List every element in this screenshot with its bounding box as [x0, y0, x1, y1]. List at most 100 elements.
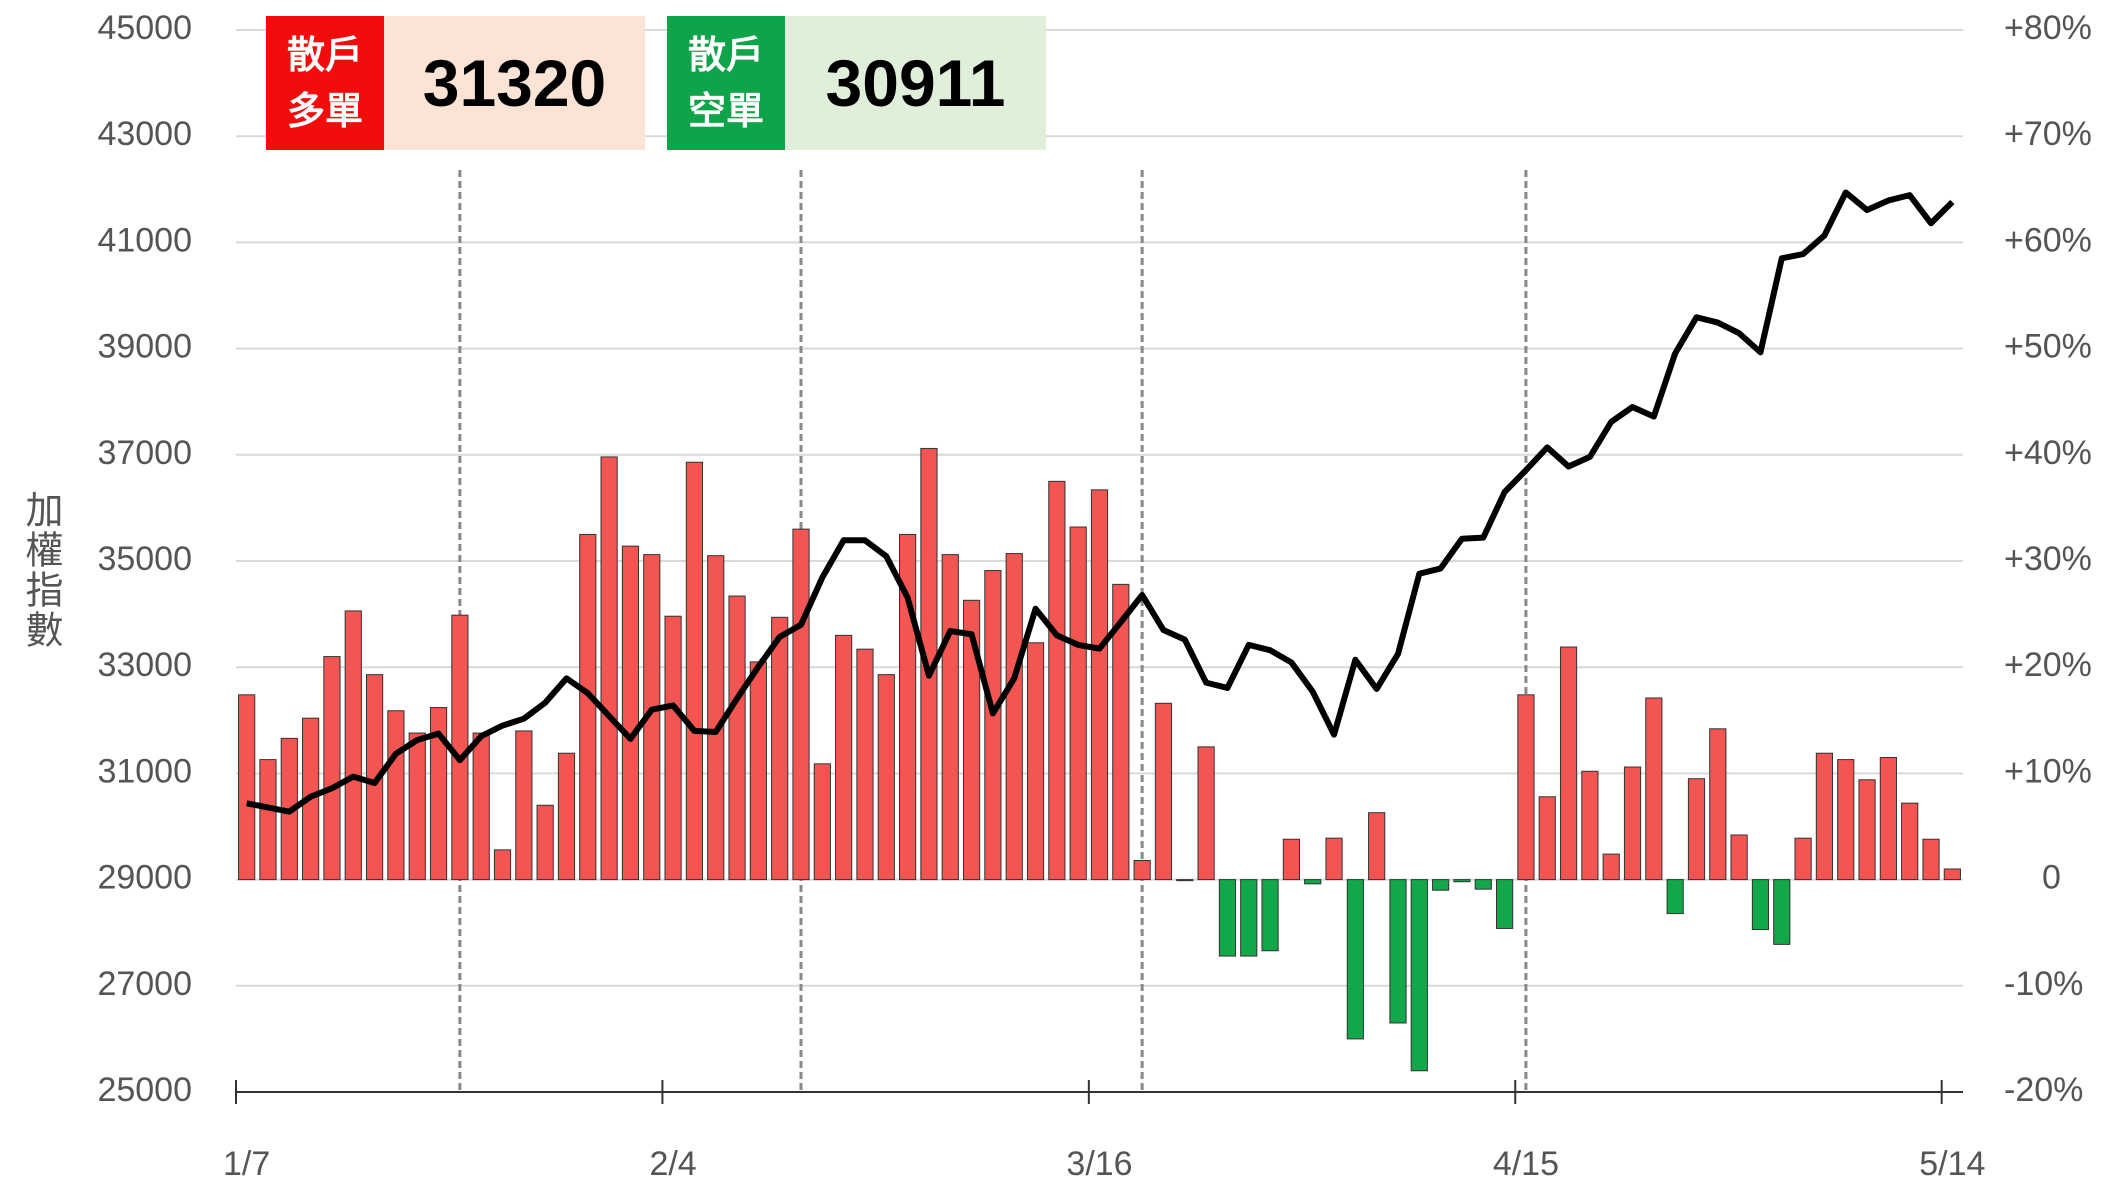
- y-axis-label: 加權指數: [19, 490, 63, 650]
- y2-tick-label: +60%: [2004, 221, 2092, 259]
- y2-tick-label: +80%: [2004, 9, 2092, 47]
- short-tag: 散戶 空單: [667, 16, 785, 150]
- bar: [1751, 879, 1770, 931]
- y2-tick-label: 0: [2042, 859, 2061, 897]
- y2-tick-label: +40%: [2004, 434, 2092, 472]
- short-value: 30911: [785, 16, 1046, 150]
- y-tick-label: 33000: [97, 646, 192, 684]
- bar: [387, 710, 405, 881]
- x-tick-label: 3/16: [1066, 1145, 1132, 1183]
- y-tick-label: 43000: [97, 115, 192, 153]
- bar: [685, 461, 704, 881]
- bar: [1090, 489, 1109, 881]
- bar: [1410, 879, 1428, 1072]
- bar: [1645, 697, 1663, 881]
- y2-tick-label: +70%: [2004, 115, 2092, 153]
- tag-line: 空單: [687, 89, 764, 133]
- bar: [1666, 879, 1684, 915]
- bar: [515, 730, 533, 881]
- bar: [792, 528, 810, 881]
- bar: [749, 661, 767, 881]
- tag-line: 散戶: [687, 33, 764, 77]
- bar: [1538, 796, 1556, 881]
- y2-tick-label: +10%: [2004, 752, 2092, 790]
- index-line: [246, 189, 1955, 815]
- bar: [1282, 838, 1300, 881]
- bar: [1922, 838, 1940, 881]
- bar: [877, 674, 895, 881]
- bar: [1474, 879, 1492, 890]
- bar: [259, 759, 277, 881]
- x-tick-label: 5/14: [1919, 1145, 1985, 1183]
- bar: [1858, 779, 1876, 881]
- bar: [941, 554, 959, 881]
- bar: [1687, 778, 1706, 881]
- tag-line: 多單: [286, 89, 363, 133]
- bar: [1602, 853, 1620, 881]
- y2-tick-label: +50%: [2004, 328, 2092, 366]
- y-tick-label: 37000: [97, 434, 192, 472]
- x-tick-label: 1/7: [223, 1145, 270, 1183]
- bar: [1218, 879, 1237, 957]
- bar: [1517, 694, 1535, 881]
- bar: [1495, 879, 1514, 929]
- tag-line: 散戶: [286, 33, 363, 77]
- bar: [1581, 770, 1599, 881]
- bar: [1197, 746, 1215, 881]
- bar: [1943, 868, 1961, 881]
- bar: [472, 732, 490, 881]
- bar: [1389, 879, 1407, 1024]
- bar: [1346, 879, 1364, 1040]
- bar: [1176, 879, 1194, 882]
- y-tick-label: 27000: [97, 965, 192, 1003]
- bar: [621, 545, 640, 881]
- bar: [344, 610, 362, 881]
- bar: [1901, 802, 1919, 881]
- bar: [1368, 812, 1386, 881]
- bar: [1133, 859, 1151, 881]
- bar: [1837, 759, 1855, 881]
- long-box: 散戶 多單 31320: [266, 16, 645, 150]
- y-tick-label: 39000: [97, 328, 192, 366]
- bar: [984, 570, 1002, 881]
- bar: [557, 752, 576, 881]
- short-box: 散戶空單 30911: [667, 16, 1046, 150]
- bar: [579, 533, 597, 881]
- bar: [1261, 879, 1279, 952]
- bar: [1112, 583, 1130, 881]
- y-tick-label: 45000: [97, 9, 192, 47]
- bar: [813, 763, 831, 881]
- bar: [835, 634, 853, 881]
- y-tick-label: 35000: [97, 540, 192, 578]
- y-tick-label: 41000: [97, 221, 192, 259]
- bar: [1709, 728, 1727, 881]
- y2-tick-label: +20%: [2004, 646, 2092, 684]
- y2-tick-label: -20%: [2004, 1071, 2083, 1109]
- long-tag: 散戶 多單: [266, 16, 384, 150]
- bar: [1559, 646, 1578, 881]
- x-tick-label: 4/15: [1493, 1145, 1559, 1183]
- bar: [1623, 766, 1642, 881]
- bar: [1432, 879, 1450, 891]
- bar: [1815, 752, 1834, 881]
- bar: [1026, 642, 1045, 881]
- bar: [365, 674, 384, 881]
- bar: [962, 599, 981, 881]
- bar: [536, 804, 554, 881]
- bar: [408, 732, 426, 881]
- bar: [600, 456, 618, 881]
- bar: [1730, 834, 1748, 881]
- bar: [323, 656, 341, 881]
- bar: [1794, 837, 1812, 881]
- bar: [771, 616, 789, 881]
- y2-tick-label: +30%: [2004, 540, 2092, 578]
- y-tick-label: 31000: [97, 752, 192, 790]
- x-tick-label: 2/4: [649, 1145, 696, 1183]
- bar: [664, 615, 682, 881]
- bar: [1154, 702, 1173, 881]
- bar: [1240, 879, 1258, 957]
- y-tick-label: 29000: [97, 859, 192, 897]
- bar: [1304, 879, 1322, 885]
- bar: [728, 595, 746, 881]
